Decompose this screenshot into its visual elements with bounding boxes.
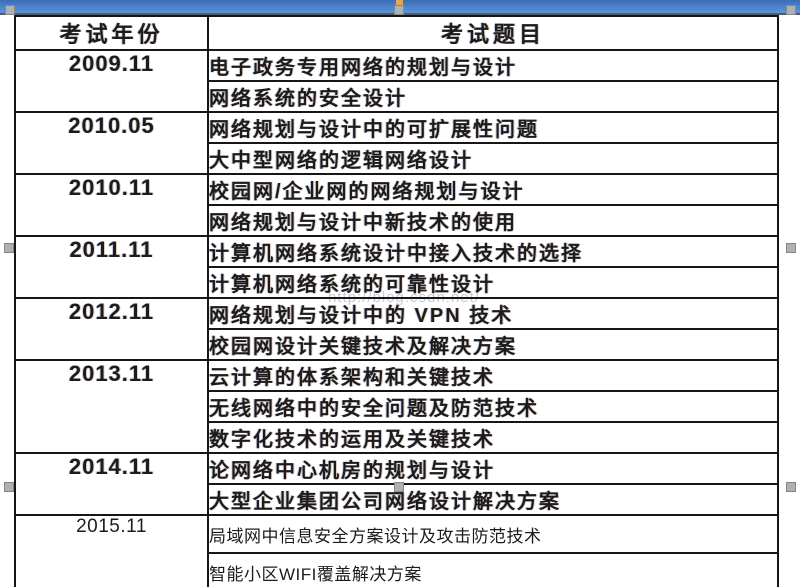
table-row: 2010.05 网络规划与设计中的可扩展性问题 [14,111,779,175]
topic-cell: 局域网中信息安全方案设计及攻击防范技术 [207,514,779,554]
topic-cell: 网络规划与设计中的可扩展性问题 [207,111,779,144]
topic-cell: 计算机网络系统设计中接入技术的选择 [207,235,779,268]
year-cell-2010-11: 2010.11 [14,173,209,237]
year-cell-2015-11: 2015.11 [14,514,209,587]
selection-handle-top-middle[interactable] [394,5,404,15]
selection-handle-bottom-right[interactable] [786,482,796,492]
topic-cell: 大中型网络的逻辑网络设计 [207,142,779,175]
topic-cell: 智能小区WIFI覆盖解决方案 [207,552,779,587]
year-cell-2014-11: 2014.11 [14,452,209,516]
topic-cell: 网络系统的安全设计 [207,80,779,113]
table-header-row: 考试年份 考试题目 [14,15,779,51]
selection-handle-top-right[interactable] [786,5,796,15]
table-row: 网络系统的安全设计 [15,80,779,113]
topic-cell: 校园网设计关键技术及解决方案 [207,328,779,361]
exam-history-table: 考试年份 考试题目 2009.11 电子政务专用网络的规划与设计 网络系统的安全… [14,15,779,587]
table-row: 校园网设计关键技术及解决方案 [15,328,779,361]
selection-handle-top-left[interactable] [5,5,15,15]
table-row: 2009.11 电子政务专用网络的规划与设计 [14,49,779,113]
selection-handle-bottom-middle[interactable] [394,482,404,492]
topic-cell: 计算机网络系统的可靠性设计 [207,266,779,299]
year-cell-2010-05: 2010.05 [14,111,209,175]
year-cell-2013-11: 2013.11 [14,359,209,454]
table-row: 计算机网络系统的可靠性设计 [15,266,779,299]
topic-cell: 论网络中心机房的规划与设计 [207,452,779,485]
table-row: 2011.11 计算机网络系统设计中接入技术的选择 [14,235,779,299]
header-exam-year: 考试年份 [14,15,209,51]
topic-cell: 电子政务专用网络的规划与设计 [207,49,779,82]
table-row: 大中型网络的逻辑网络设计 [15,142,779,175]
table-row: 数字化技术的运用及关键技术 [15,421,779,454]
table-row: 无线网络中的安全问题及防范技术 [15,390,779,423]
year-cell-2012-11: 2012.11 [14,297,209,361]
topic-cell: 无线网络中的安全问题及防范技术 [207,390,779,423]
table-row: 大型企业集团公司网络设计解决方案 [15,483,779,516]
selection-handle-left-middle[interactable] [4,243,14,253]
rotation-handle-nub[interactable] [396,0,403,7]
table-row: 网络规划与设计中新技术的使用 [15,204,779,237]
table-row: 2013.11 云计算的体系架构和关键技术 [14,359,779,454]
topic-cell: 大型企业集团公司网络设计解决方案 [207,483,779,516]
topic-cell: 网络规划与设计中的 VPN 技术 [207,297,779,330]
selection-handle-right-middle[interactable] [786,243,796,253]
table-row: 2015.11 局域网中信息安全方案设计及攻击防范技术 [14,514,779,587]
topic-cell: 网络规划与设计中新技术的使用 [207,204,779,237]
topic-cell: 云计算的体系架构和关键技术 [207,359,779,392]
year-cell-2009-11: 2009.11 [14,49,209,113]
table-row: 2014.11 论网络中心机房的规划与设计 [14,452,779,516]
topic-cell: 数字化技术的运用及关键技术 [207,421,779,454]
topic-cell: 校园网/企业网的网络规划与设计 [207,173,779,206]
year-cell-2011-11: 2011.11 [14,235,209,299]
table-row: 智能小区WIFI覆盖解决方案 [15,552,779,587]
selection-handle-bottom-left[interactable] [4,482,14,492]
table-row: 2010.11 校园网/企业网的网络规划与设计 [14,173,779,237]
table-row: 2012.11 网络规划与设计中的 VPN 技术 [14,297,779,361]
header-exam-topic: 考试题目 [207,15,779,51]
